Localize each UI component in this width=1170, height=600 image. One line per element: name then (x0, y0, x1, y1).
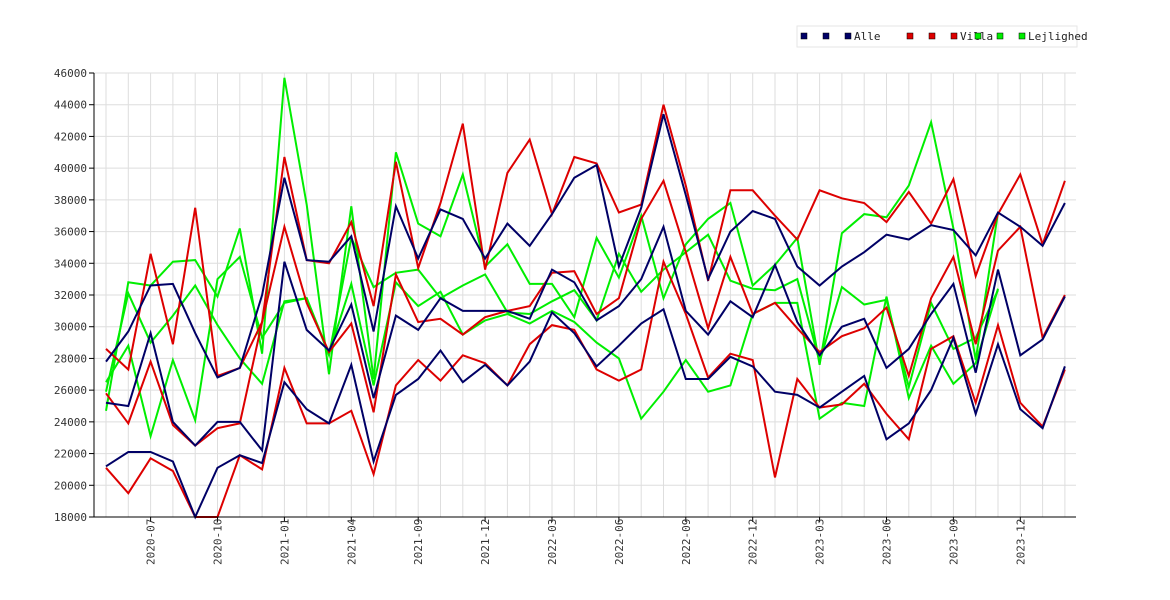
x-tick-label: 2022-12 (747, 519, 760, 565)
legend-marker-alle (822, 32, 830, 40)
y-tick-label: 42000 (54, 130, 87, 143)
series-line-alle-2 (105, 307, 1066, 520)
x-tick-label: 2022-06 (613, 519, 626, 565)
y-tick-label: 24000 (54, 416, 87, 429)
series-line-lejlighed-7 (105, 233, 999, 392)
chart-legend: AlleVillaLejlighed (796, 25, 1088, 48)
y-tick-label: 22000 (54, 448, 87, 461)
y-tick-label: 40000 (54, 162, 87, 175)
y-tick-label: 18000 (54, 511, 87, 524)
y-tick-label: 46000 (54, 67, 87, 80)
x-tick-label: 2021-12 (479, 519, 492, 565)
x-tick-label: 2020-07 (145, 519, 158, 565)
x-tick-label: 2021-09 (412, 519, 425, 565)
legend-marker-villa (928, 32, 936, 40)
series-line-villa-3 (105, 104, 1066, 378)
legend-marker-lejlighed (1018, 32, 1026, 40)
chart-axes: 18000 20000 22000 24000 26000 28000 30000 32000… (54, 67, 1076, 565)
y-tick-label: 28000 (54, 352, 87, 365)
y-tick-label: 38000 (54, 194, 87, 207)
x-tick-label: 2022-09 (680, 519, 693, 565)
x-tick-label: 2023-06 (881, 519, 894, 565)
y-tick-label: 30000 (54, 321, 87, 334)
legend-marker-villa (950, 32, 958, 40)
legend-marker-lejlighed (974, 32, 982, 40)
x-tick-label: 2023-09 (947, 519, 960, 565)
series-line-lejlighed-8 (105, 254, 999, 440)
legend-marker-alle (844, 32, 852, 40)
legend-box (796, 25, 1078, 48)
legend-label-alle: Alle (854, 30, 881, 43)
x-tick-label: 2021-04 (345, 518, 358, 565)
chart-grid (94, 72, 1076, 518)
legend-label-lejlighed: Lejlighed (1028, 30, 1088, 43)
legend-marker-villa (906, 32, 914, 40)
y-tick-label: 34000 (54, 257, 87, 270)
x-tick-label: 2021-01 (278, 519, 291, 565)
series-layer (105, 77, 1066, 520)
legend-marker-alle (800, 32, 808, 40)
y-tick-label: 32000 (54, 289, 87, 302)
series-line-alle-0 (105, 113, 1066, 379)
x-tick-label: 2020-10 (212, 519, 225, 565)
y-tick-label: 20000 (54, 479, 87, 492)
y-tick-label: 36000 (54, 226, 87, 239)
series-line-villa-4 (105, 178, 1066, 447)
legend-marker-lejlighed (996, 32, 1004, 40)
y-tick-label: 44000 (54, 99, 87, 112)
x-tick-label: 2023-12 (1014, 519, 1027, 565)
x-tick-label: 2023-03 (814, 519, 827, 565)
x-tick-label: 2022-03 (546, 519, 559, 565)
series-line-alle-1 (105, 223, 1066, 453)
y-tick-label: 26000 (54, 384, 87, 397)
